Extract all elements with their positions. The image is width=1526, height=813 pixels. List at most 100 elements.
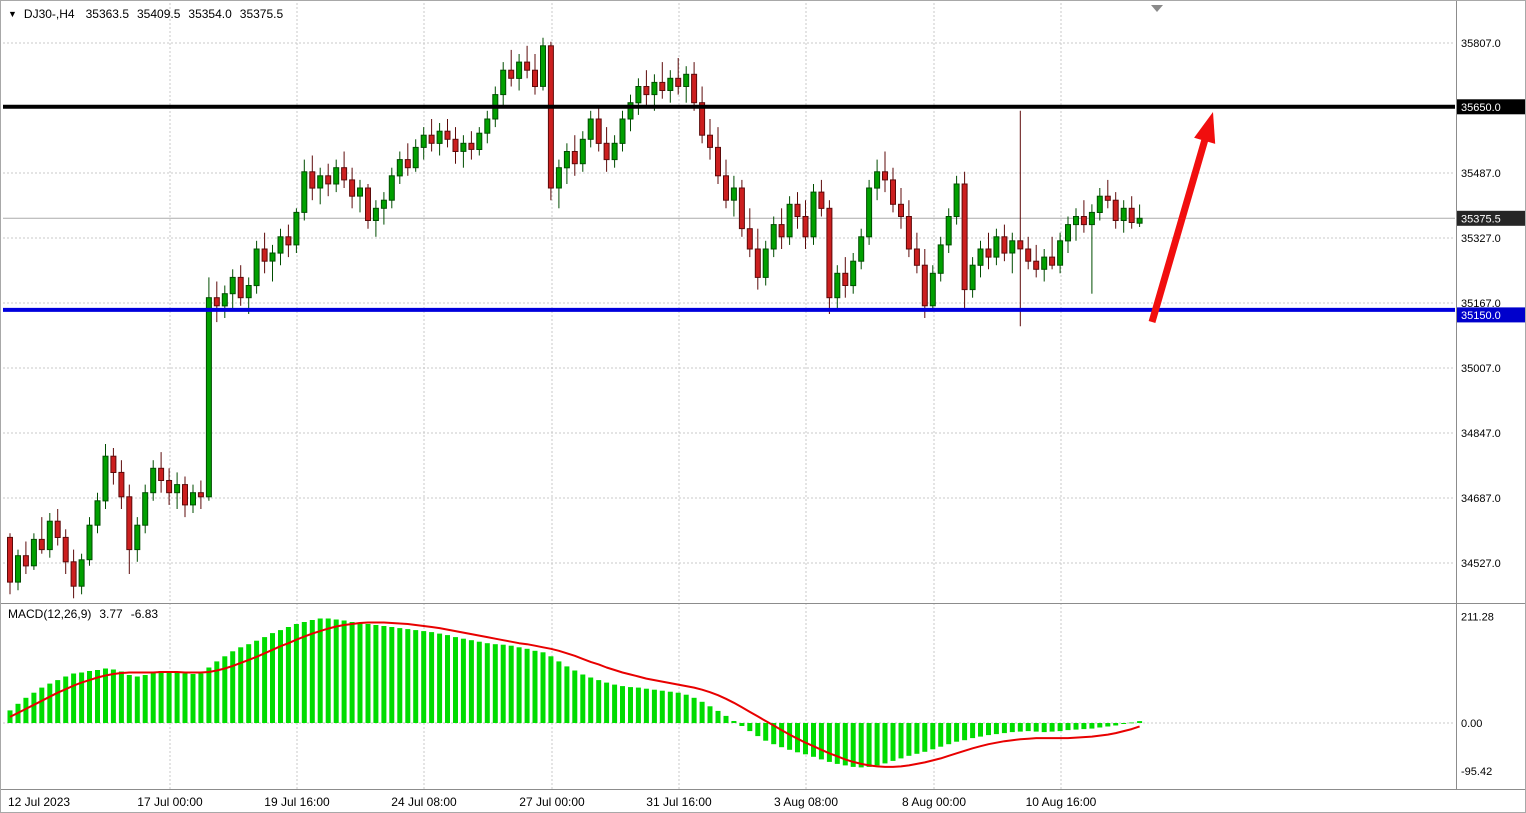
macd-histogram-bar <box>166 671 172 723</box>
candle-body <box>730 187 737 201</box>
macd-histogram-bar <box>445 635 450 723</box>
macd-histogram-bar <box>818 723 824 760</box>
macd-histogram-bar <box>468 640 474 723</box>
macd-histogram-bar <box>214 661 220 723</box>
macd-histogram-bar <box>333 619 339 723</box>
candle-body <box>595 118 602 144</box>
candle-body <box>786 203 793 238</box>
macd-histogram-bar <box>755 723 761 737</box>
candle-body <box>524 61 531 71</box>
macd-histogram-bar <box>596 680 602 723</box>
candle-body <box>30 538 37 567</box>
candle-body <box>86 524 93 561</box>
macd-histogram-bar <box>270 633 275 723</box>
candle-body <box>691 73 698 104</box>
macd-histogram-bar <box>278 630 283 723</box>
candle-body <box>563 151 570 169</box>
macd-histogram-bar <box>890 723 896 761</box>
macd-histogram-bar <box>707 706 713 723</box>
candle-body <box>985 248 992 258</box>
macd-histogram-bar <box>612 684 618 723</box>
candle-body <box>516 61 523 79</box>
price-axis-label: 35375.5 <box>1461 213 1501 225</box>
candle-body <box>905 216 912 250</box>
time-axis-label: 24 Jul 08:00 <box>391 795 457 809</box>
candle-body <box>380 199 387 209</box>
macd-histogram-bar <box>126 675 132 723</box>
macd-header: MACD(12,26,9) 3.77 -6.83 <box>8 607 158 621</box>
macd-histogram-bar <box>134 676 140 723</box>
macd-histogram-bar <box>779 723 785 748</box>
candle-body <box>858 236 865 262</box>
candle-body <box>70 561 77 587</box>
candle-body <box>333 167 340 185</box>
macd-histogram-bar <box>699 701 705 723</box>
candle-body <box>1025 248 1032 262</box>
candle-body <box>182 484 188 506</box>
main-plot-area[interactable] <box>3 3 1455 602</box>
candle-body <box>197 492 204 498</box>
macd-histogram-bar <box>628 687 633 723</box>
price-axis-label: 35167.0 <box>1461 298 1501 310</box>
candle-body <box>937 244 944 274</box>
price-label-box <box>1457 307 1525 323</box>
macd-histogram-bar <box>118 671 124 723</box>
macd-plot-area[interactable] <box>3 605 1455 789</box>
price-axis-label: 35150.0 <box>1461 310 1501 322</box>
candle-body <box>1120 207 1127 222</box>
macd-histogram-bar <box>1105 723 1111 727</box>
candle-body <box>547 45 554 189</box>
candle-body <box>818 191 825 209</box>
macd-histogram-bar <box>246 644 252 723</box>
candle-body <box>1065 224 1071 242</box>
candle-body <box>842 272 849 286</box>
candle-body <box>1009 240 1016 254</box>
macd-histogram-bar <box>357 623 363 723</box>
macd-histogram-bar <box>691 697 697 724</box>
candle-body <box>317 175 324 189</box>
macd-histogram-bar <box>142 675 148 723</box>
macd-histogram-bar <box>301 622 307 723</box>
macd-histogram-bar <box>47 683 53 723</box>
macd-histogram-bar <box>683 694 689 723</box>
candle-body <box>540 45 546 87</box>
candle-body <box>365 187 371 221</box>
candle-body <box>627 102 634 120</box>
macd-histogram-bar <box>293 624 299 723</box>
macd-histogram-bar <box>572 670 578 723</box>
candle-body <box>977 248 984 266</box>
candle-body <box>468 142 475 150</box>
macd-histogram-bar <box>970 723 976 739</box>
price-axis-label: 34527.0 <box>1461 558 1501 570</box>
chart-shift-marker-icon[interactable] <box>1151 5 1163 12</box>
candle-body <box>1080 216 1087 226</box>
macd-histogram-bar <box>262 637 268 723</box>
trend-arrow-shaft <box>1148 136 1210 323</box>
macd-histogram-bar <box>834 723 840 764</box>
macd-histogram-bar <box>922 723 928 752</box>
macd-histogram-bar <box>723 715 729 723</box>
candle-body <box>603 142 610 161</box>
macd-histogram-bar <box>588 677 594 723</box>
candle-body <box>754 248 761 278</box>
ohlc-low-value: 35354.0 <box>188 7 232 21</box>
symbol-dropdown-icon[interactable]: ▼ <box>8 9 17 19</box>
macd-histogram-bar <box>150 672 156 723</box>
candle-body <box>126 496 133 551</box>
macd-histogram-bar <box>938 723 944 747</box>
time-axis-area[interactable] <box>0 790 1526 813</box>
price-axis-area[interactable] <box>1457 0 1526 790</box>
macd-histogram-bar <box>906 723 912 756</box>
macd-histogram-bar <box>739 723 745 726</box>
candle-body <box>1049 256 1056 266</box>
macd-histogram-bar <box>866 723 872 767</box>
macd-histogram-bar <box>842 723 848 766</box>
candle-body <box>158 467 165 481</box>
macd-histogram-bar <box>946 723 952 745</box>
macd-histogram-bar <box>1057 723 1063 732</box>
macd-histogram-bar <box>373 625 379 723</box>
macd-histogram-bar <box>1129 722 1135 724</box>
chart-title-bar: ▼ DJ30-,H4 35363.5 35409.5 35354.0 35375.5 <box>8 7 291 21</box>
